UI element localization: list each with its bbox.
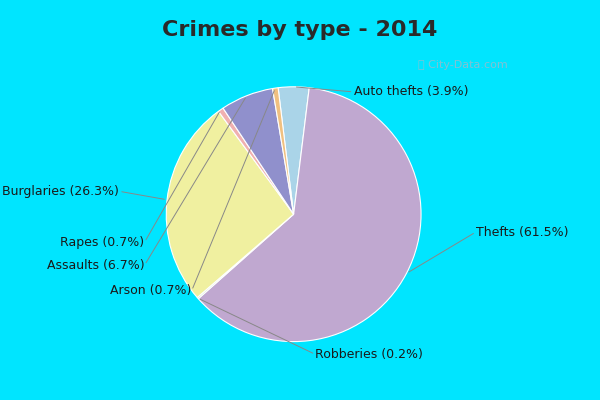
Text: Burglaries (26.3%): Burglaries (26.3%) <box>2 185 119 198</box>
Wedge shape <box>166 111 293 298</box>
Text: Arson (0.7%): Arson (0.7%) <box>110 284 192 297</box>
Wedge shape <box>218 108 293 214</box>
Text: ⓘ City-Data.com: ⓘ City-Data.com <box>418 60 508 70</box>
Text: Robberies (0.2%): Robberies (0.2%) <box>315 348 423 361</box>
Wedge shape <box>272 88 293 214</box>
Text: Thefts (61.5%): Thefts (61.5%) <box>476 226 568 238</box>
Text: Rapes (0.7%): Rapes (0.7%) <box>61 236 145 249</box>
Wedge shape <box>223 88 293 214</box>
Wedge shape <box>198 88 421 342</box>
Wedge shape <box>278 87 309 214</box>
Text: Crimes by type - 2014: Crimes by type - 2014 <box>163 20 437 40</box>
Text: Assaults (6.7%): Assaults (6.7%) <box>47 259 145 272</box>
Text: Auto thefts (3.9%): Auto thefts (3.9%) <box>353 85 468 98</box>
Wedge shape <box>197 214 293 299</box>
